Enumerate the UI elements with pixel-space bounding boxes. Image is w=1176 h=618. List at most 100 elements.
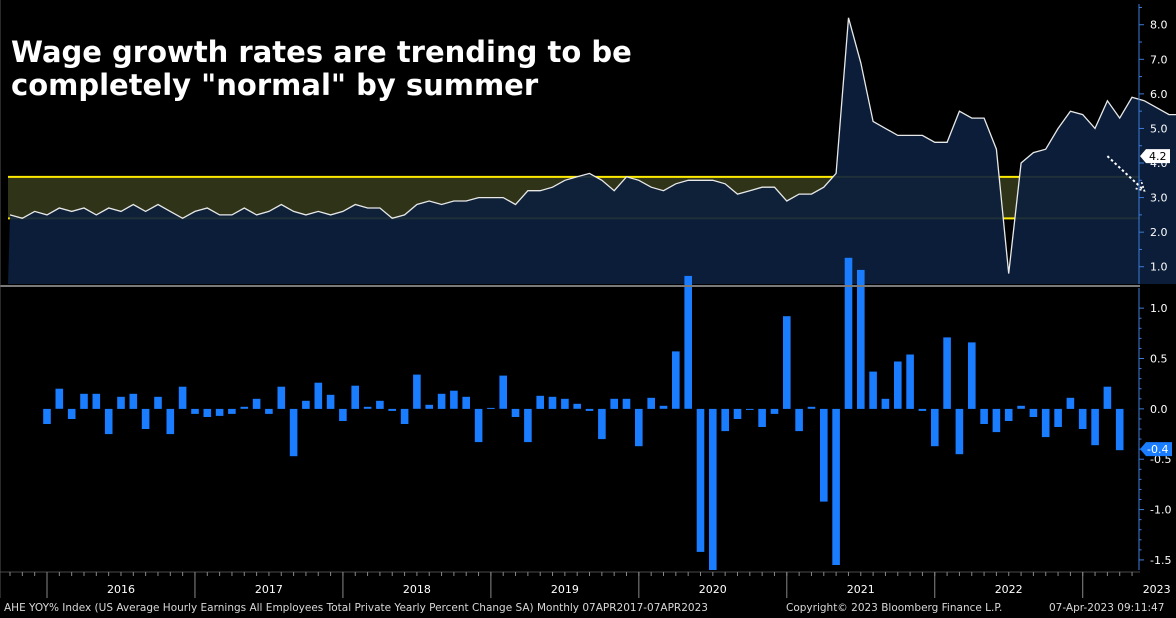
bar	[869, 371, 877, 409]
footer-bar: AHE YOY% Index (US Average Hourly Earnin…	[0, 600, 1176, 618]
bar	[807, 406, 816, 409]
bar	[548, 396, 557, 409]
bar	[770, 408, 779, 414]
top-axis-tick-label: 8.0	[1150, 19, 1168, 32]
x-axis-year-label: 2020	[699, 583, 727, 596]
last-change-text: -0.4	[1147, 443, 1168, 456]
bar	[894, 361, 902, 409]
footer-series-description: AHE YOY% Index (US Average Hourly Earnin…	[4, 602, 708, 614]
title-line-1: Wage growth rates are trending to be	[11, 35, 632, 69]
wage-growth-line	[9, 17, 1176, 274]
last-change-label: -0.4	[1140, 442, 1172, 457]
bar	[906, 354, 914, 409]
bar	[1054, 408, 1062, 427]
bar	[191, 408, 199, 414]
last-value-label: 4.2	[1140, 149, 1170, 164]
x-axis-year-label: 2022	[995, 583, 1023, 596]
bar	[141, 408, 150, 429]
bar	[684, 275, 692, 409]
bar	[1078, 408, 1087, 429]
bar	[425, 404, 433, 409]
bar	[1004, 408, 1013, 421]
bar	[1115, 408, 1124, 451]
footer-copyright: Copyright© 2023 Bloomberg Finance L.P.	[786, 602, 1003, 614]
bar	[709, 408, 717, 570]
projection-arrowhead	[1135, 181, 1146, 192]
bar	[721, 408, 729, 432]
bottom-axis-tick-label: -1.0	[1150, 504, 1171, 517]
bar	[696, 408, 705, 552]
bar	[203, 408, 212, 417]
bar	[314, 382, 323, 409]
bar	[672, 351, 680, 409]
bar	[943, 337, 951, 409]
bar	[992, 408, 1001, 433]
bar	[598, 408, 606, 440]
bar	[400, 408, 409, 424]
bar	[265, 408, 273, 414]
bar	[524, 408, 532, 443]
x-axis-year-label: 2017	[255, 583, 283, 596]
bar	[820, 408, 828, 502]
bar	[573, 403, 581, 409]
bar	[92, 393, 101, 409]
bar	[154, 396, 162, 409]
bottom-panel: -1.5 -1.0 -0.5 0.0 0.5 1.0 -0.4	[43, 257, 1172, 570]
bar	[104, 408, 113, 435]
bar	[881, 398, 890, 409]
bar	[511, 408, 520, 417]
bar	[635, 408, 643, 447]
bar	[129, 393, 138, 409]
bar	[918, 408, 927, 411]
bottom-axis-tick-label: 1.0	[1150, 302, 1168, 315]
bar	[413, 374, 421, 409]
bar	[215, 408, 224, 416]
bar	[832, 408, 840, 565]
bar	[376, 400, 384, 409]
bar	[622, 398, 631, 409]
top-axis-tick-label: 3.0	[1150, 192, 1168, 205]
bar	[240, 406, 249, 409]
bar	[980, 408, 988, 424]
bar	[857, 269, 865, 409]
bar	[1029, 408, 1038, 417]
bottom-y-axis: -1.5 -1.0 -0.5 0.0 0.5 1.0	[1138, 288, 1171, 570]
bar	[388, 408, 396, 411]
top-axis-tick-label: 2.0	[1150, 226, 1168, 239]
bar	[43, 408, 51, 424]
bar	[487, 407, 495, 409]
bar	[795, 408, 803, 432]
top-axis-tick-label: 6.0	[1150, 88, 1168, 101]
bottom-axis-tick-label: -0.5	[1150, 453, 1171, 466]
bar	[351, 385, 359, 409]
top-axis-tick-label: 5.0	[1150, 122, 1168, 135]
x-axis-year-label: 2019	[551, 583, 579, 596]
title-line-2: completely "normal" by summer	[11, 68, 539, 102]
top-axis-tick-label: 7.0	[1150, 53, 1168, 66]
bar	[277, 386, 286, 409]
bar	[1066, 397, 1075, 409]
bar	[758, 408, 766, 427]
monthly-change-bars	[43, 257, 1124, 570]
x-axis-year-label: 2018	[403, 583, 431, 596]
bar	[499, 375, 507, 409]
bar	[339, 408, 347, 421]
bar	[783, 316, 791, 409]
bar	[585, 408, 594, 411]
bar	[462, 396, 470, 409]
bar	[1017, 405, 1025, 409]
bar	[955, 408, 964, 455]
bar	[67, 408, 76, 419]
projection-arrow	[1106, 155, 1146, 192]
bottom-axis-tick-label: 0.0	[1150, 403, 1168, 416]
bar	[1091, 408, 1099, 446]
panel-dividers	[0, 0, 1140, 598]
last-value-text: 4.2	[1149, 150, 1167, 163]
bar	[968, 342, 976, 409]
bar	[363, 406, 372, 409]
bar	[289, 408, 298, 457]
last-value-tag	[1140, 149, 1170, 164]
x-axis-year-label: 2023	[1143, 583, 1171, 596]
bar	[746, 408, 754, 410]
